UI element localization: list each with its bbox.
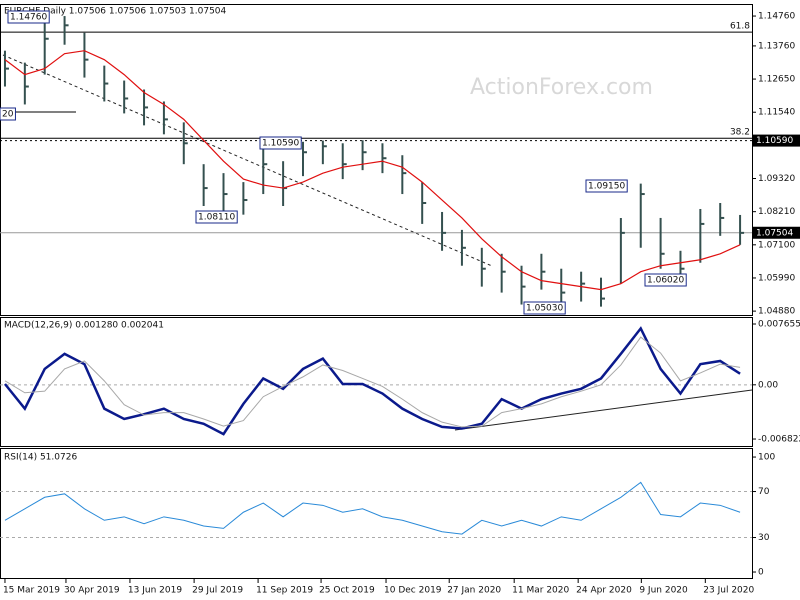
price-annotation: 20 [2,110,14,120]
annotation-box [523,301,566,315]
y-tick-label: 1.07100 [758,240,795,250]
annotation-box [7,10,50,24]
watermark: ActionForex.com [470,75,653,100]
trend-line [2,54,493,267]
x-tick-label: 11 Sep 2019 [256,586,313,596]
x-tick-label: 25 Oct 2019 [319,586,375,596]
marked-price-label: 1.10590 [756,136,793,146]
x-tick-label: 24 Apr 2020 [576,586,632,596]
y-tick-label: -0.006822 [758,435,800,445]
price-annotation: 1.08110 [198,213,235,223]
rsi-panel [0,448,753,579]
y-tick-label: 0.007655 [758,319,800,329]
rsi-title: RSI(14) 51.0726 [4,453,77,463]
fib-label: 61.8 [730,22,750,32]
annotation-box [585,179,628,193]
x-tick-label: 15 Mar 2019 [3,586,60,596]
series-line [3,326,741,436]
annotation-box [195,210,238,224]
y-tick-label: 1.05990 [758,273,795,283]
series-line [4,481,741,535]
price-box [753,226,800,239]
annotation-box [0,107,16,121]
x-tick-label: 13 Jun 2019 [128,586,182,596]
y-tick-label: 1.11540 [758,108,795,118]
y-tick-label: 1.12650 [758,75,795,85]
price-annotation: 1.05030 [526,304,563,314]
x-tick-label: 11 Mar 2020 [512,586,569,596]
y-tick-label: 1.13760 [758,41,795,51]
macd-panel [0,317,753,447]
current-price-label: 1.07504 [756,228,793,238]
price-panel [0,4,753,316]
y-tick-label: 100 [758,453,775,463]
y-tick-label: 30 [758,533,770,543]
chart-title: EURCHF,Daily 1.07506 1.07506 1.07503 1.0… [4,7,227,17]
price-box [753,134,800,147]
price-annotation: 1.14760 [10,13,47,23]
macd-title: MACD(12,26,9) 0.001280 0.002041 [4,321,164,331]
y-tick-label: 1.08210 [758,207,795,217]
y-tick-label: 1.04880 [758,307,795,317]
y-tick-label: 1.09320 [758,174,795,184]
price-annotation: 1.09150 [588,182,625,192]
x-tick-label: 23 Jul 2020 [703,586,754,596]
fib-label: 38.2 [730,128,750,138]
price-annotation: 1.06020 [647,276,684,286]
x-tick-label: 29 Jul 2019 [192,586,243,596]
y-tick-label: 0 [758,568,764,578]
series-line [4,336,741,428]
x-tick-label: 27 Jan 2020 [447,586,501,596]
annotation-box [259,136,302,150]
y-tick-label: 1.14760 [758,12,795,22]
y-tick-label: 70 [758,487,770,497]
y-tick-label: 0.00 [758,380,778,390]
x-tick-label: 9 Jun 2020 [639,586,688,596]
macd-trend-line [454,389,753,431]
annotation-box [644,273,687,287]
x-tick-label: 30 Apr 2019 [64,586,120,596]
price-annotation: 1.10590 [262,139,299,149]
x-tick-label: 10 Dec 2019 [384,586,442,596]
series-line [4,50,741,291]
